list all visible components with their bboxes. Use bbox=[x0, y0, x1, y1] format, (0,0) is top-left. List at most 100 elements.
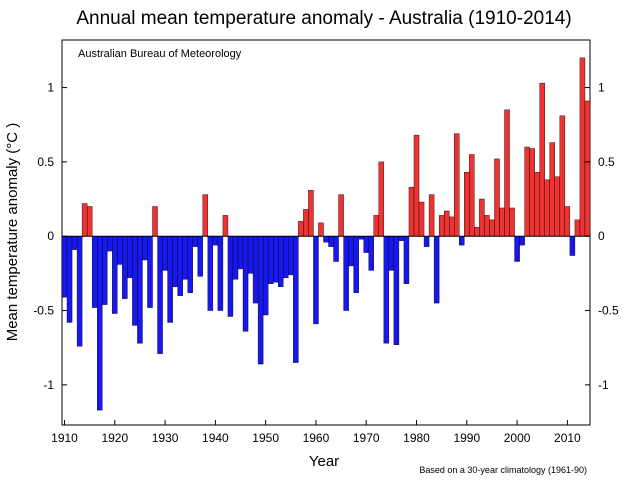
bar-1997 bbox=[499, 207, 505, 237]
bar-1982 bbox=[423, 236, 430, 247]
bar-1992 bbox=[474, 227, 480, 237]
bar-2005 bbox=[539, 82, 545, 237]
bar-1925 bbox=[137, 236, 143, 344]
x-tick-label: 1930 bbox=[152, 431, 179, 445]
bar-1962 bbox=[323, 236, 329, 243]
bar-1954 bbox=[283, 236, 289, 279]
bar-2000 bbox=[514, 236, 520, 262]
bar-1958 bbox=[303, 209, 309, 237]
bar-1950 bbox=[262, 236, 269, 316]
bar-1986 bbox=[443, 210, 450, 237]
bar-1939 bbox=[207, 236, 214, 311]
bar-2001 bbox=[519, 236, 525, 246]
bar-1923 bbox=[127, 236, 133, 279]
bar-1979 bbox=[408, 186, 415, 237]
y-tick-label-left: -1 bbox=[43, 378, 54, 392]
bar-1938 bbox=[202, 194, 209, 237]
bar-2011 bbox=[569, 236, 576, 256]
x-tick-label: 1980 bbox=[403, 431, 430, 445]
bar-1968 bbox=[353, 236, 359, 293]
bar-1963 bbox=[328, 236, 334, 247]
bar-1993 bbox=[479, 198, 485, 237]
bar-1959 bbox=[308, 189, 314, 237]
climatology-footnote: Based on a 30-year climatology (1961-90) bbox=[419, 465, 587, 475]
bar-1945 bbox=[237, 236, 244, 270]
bar-1926 bbox=[142, 236, 148, 261]
bar-1914 bbox=[81, 203, 88, 237]
bar-1949 bbox=[257, 236, 264, 365]
bar-1988 bbox=[454, 133, 460, 237]
y-tick-label-right: 0.5 bbox=[598, 155, 615, 169]
bar-1957 bbox=[298, 221, 304, 237]
bar-2014 bbox=[584, 100, 591, 237]
bar-2009 bbox=[559, 115, 566, 237]
x-tick-label: 1960 bbox=[303, 431, 330, 445]
bar-1937 bbox=[197, 236, 204, 277]
bar-1998 bbox=[504, 109, 510, 237]
bar-1983 bbox=[428, 194, 435, 237]
y-tick-label-right: 0 bbox=[598, 229, 605, 243]
bar-1941 bbox=[217, 236, 224, 311]
bar-1919 bbox=[107, 236, 113, 252]
bar-1960 bbox=[313, 236, 319, 325]
bar-1917 bbox=[96, 236, 103, 411]
bar-1994 bbox=[484, 215, 490, 237]
bar-2013 bbox=[579, 57, 586, 237]
bar-1977 bbox=[398, 236, 405, 241]
bar-1933 bbox=[177, 236, 183, 296]
bar-1987 bbox=[449, 216, 455, 237]
bar-1913 bbox=[76, 236, 83, 347]
x-tick-label: 1920 bbox=[101, 431, 128, 445]
bar-1999 bbox=[509, 207, 515, 237]
bar-1973 bbox=[378, 161, 385, 237]
y-axis-ticks: -1 -1 -0.5 -0.5 0 0 0.5 0.5 1 1 bbox=[33, 81, 619, 392]
bar-1946 bbox=[242, 236, 249, 332]
bar-1944 bbox=[232, 236, 239, 280]
bar-1961 bbox=[318, 222, 324, 237]
y-tick-label-right: -1 bbox=[598, 378, 609, 392]
y-tick-label-left: 0 bbox=[47, 229, 54, 243]
bar-1943 bbox=[227, 236, 234, 317]
source-label: Australian Bureau of Meteorology bbox=[78, 48, 242, 60]
bar-1920 bbox=[112, 236, 118, 314]
bar-1970 bbox=[363, 236, 369, 253]
bar-1936 bbox=[192, 236, 198, 247]
bar-1930 bbox=[162, 236, 168, 271]
y-tick-label-left: -0.5 bbox=[33, 304, 54, 318]
bar-1915 bbox=[86, 206, 93, 237]
bar-1984 bbox=[433, 236, 440, 304]
bar-2004 bbox=[534, 172, 540, 237]
bar-1996 bbox=[494, 158, 500, 237]
bar-1991 bbox=[469, 154, 475, 237]
bar-1971 bbox=[368, 236, 374, 271]
bar-1934 bbox=[182, 236, 188, 280]
y-tick-label-left: 1 bbox=[47, 81, 54, 95]
bar-1911 bbox=[66, 236, 73, 323]
bar-1910 bbox=[61, 236, 68, 298]
bar-2003 bbox=[529, 148, 535, 237]
bar-1966 bbox=[343, 236, 349, 311]
bar-1967 bbox=[348, 236, 354, 267]
bar-1948 bbox=[252, 236, 259, 304]
bar-2006 bbox=[544, 179, 550, 237]
bar-1918 bbox=[102, 236, 108, 305]
bar-1965 bbox=[338, 194, 344, 237]
bar-1995 bbox=[489, 219, 495, 237]
y-tick-label-right: 1 bbox=[598, 81, 605, 95]
bar-2012 bbox=[574, 219, 581, 237]
bar-1951 bbox=[267, 236, 274, 284]
bar-1975 bbox=[388, 236, 395, 271]
x-tick-label: 1940 bbox=[202, 431, 229, 445]
bar-1927 bbox=[147, 236, 153, 308]
bar-2002 bbox=[524, 146, 530, 237]
y-tick-label-right: -0.5 bbox=[598, 304, 619, 318]
x-tick-label: 1990 bbox=[453, 431, 480, 445]
chart-title: Annual mean temperature anomaly - Austra… bbox=[76, 8, 571, 29]
x-axis-label: Year bbox=[309, 453, 339, 470]
x-tick-label: 1950 bbox=[252, 431, 279, 445]
bar-1974 bbox=[383, 236, 390, 344]
bar-1924 bbox=[132, 236, 138, 326]
bar-2007 bbox=[549, 142, 556, 237]
y-tick-label-left: 0.5 bbox=[37, 155, 54, 169]
bar-1932 bbox=[172, 236, 178, 287]
